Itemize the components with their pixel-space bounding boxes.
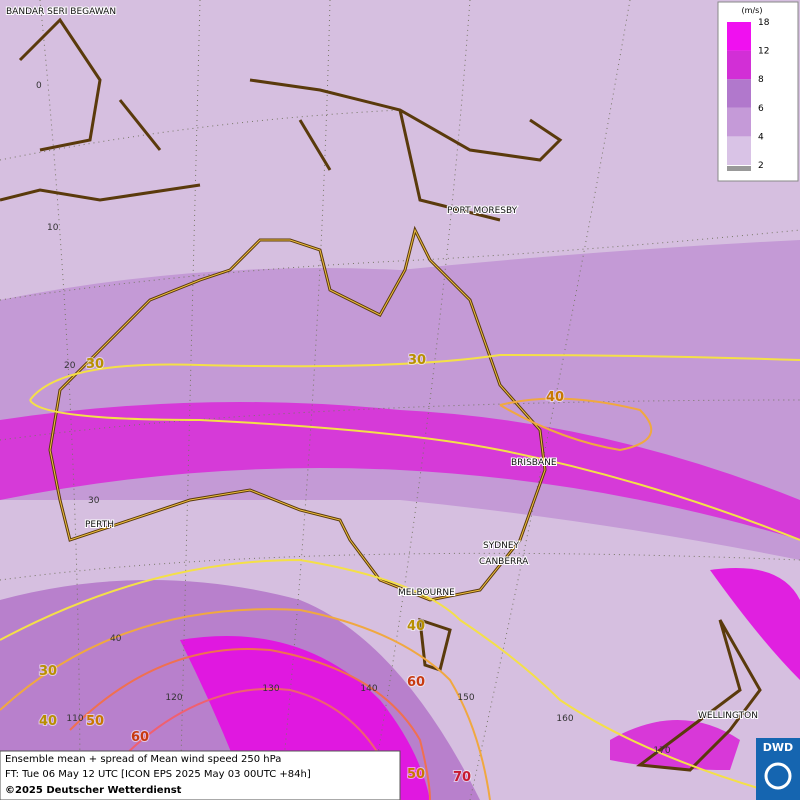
footer-box — [0, 750, 401, 800]
lon-label: 160 — [556, 714, 573, 724]
contour-label: 40 — [407, 619, 425, 634]
lat-label: 20 — [64, 361, 76, 371]
lat-label: 30 — [88, 496, 100, 506]
legend: (m/s) 2 4 6 8 12 18 — [717, 1, 799, 182]
legend-swatch — [727, 50, 751, 80]
city-label: BRISBANE — [511, 458, 557, 468]
contours — [0, 353, 800, 800]
lon-label: 170 — [653, 746, 670, 756]
legend-tick-label: 12 — [758, 47, 769, 57]
legend-unit: (m/s) — [742, 6, 763, 15]
contour-label: 50 — [407, 767, 425, 782]
wind-band — [710, 568, 800, 680]
lon-label: 150 — [457, 693, 474, 703]
wind-band — [610, 720, 740, 770]
contour-label: 60 — [131, 730, 149, 745]
lon-label: 140 — [360, 684, 377, 694]
legend-swatch — [727, 79, 751, 108]
legend-tick-label: 18 — [758, 18, 770, 28]
lat-label: 0 — [36, 81, 42, 91]
city-label: SYDNEY — [483, 541, 520, 551]
contour-label: 70 — [453, 770, 471, 785]
contour-label: 50 — [86, 714, 104, 729]
logo-text: DWD — [763, 741, 793, 754]
legend-tick-label: 4 — [758, 132, 764, 142]
contour-label: 30 — [86, 357, 104, 372]
footer-text: Ensemble mean + spread of Mean wind spee… — [5, 754, 281, 765]
legend-tick-label: 6 — [758, 104, 764, 114]
footer-text: ©2025 Deutscher Wetterdienst — [5, 785, 182, 796]
legend-tick-label: 2 — [758, 161, 764, 171]
contour-label: 30 — [408, 353, 426, 368]
lat-label: 40 — [110, 634, 122, 644]
legend-swatch — [727, 22, 751, 51]
wind-band — [0, 402, 800, 540]
contour-label: 40 — [546, 390, 564, 405]
legend-tick-label: 8 — [758, 75, 764, 85]
city-label: MELBOURNE — [398, 588, 455, 598]
city-label: PERTH — [85, 520, 114, 530]
lat-label: 10 — [47, 223, 59, 233]
footer-text: FT: Tue 06 May 12 UTC [ICON EPS 2025 May… — [5, 769, 311, 780]
city-label: BANDAR SERI BEGAWAN — [6, 7, 116, 17]
contour-label: 60 — [407, 675, 425, 690]
logo-icon — [764, 762, 792, 790]
legend-swatch — [727, 107, 751, 137]
lon-label: 120 — [165, 693, 182, 703]
legend-swatch — [727, 136, 751, 165]
lon-label: 110 — [66, 714, 83, 724]
contour-label: 30 — [39, 664, 57, 679]
logo-box — [756, 738, 800, 800]
legend-swatch — [727, 166, 751, 171]
lon-label: 130 — [262, 684, 279, 694]
city-label: WELLINGTON — [698, 711, 758, 721]
contour-label: 40 — [39, 714, 57, 729]
city-label: PORT MORESBY — [447, 206, 518, 216]
city-label: CANBERRA — [479, 557, 529, 567]
